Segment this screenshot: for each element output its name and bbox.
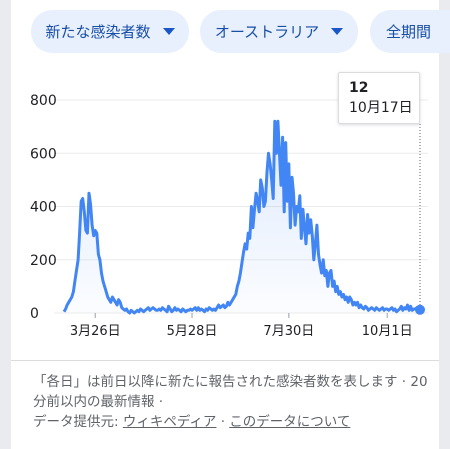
chart-footer: 「各日」は前日以降に新たに報告された感染者数を表します · 20 分前以内の最新… [33,372,428,432]
y-tick-label: 0 [30,306,39,322]
y-tick-label: 400 [30,200,57,216]
x-tick-label: 7月30日 [263,324,314,339]
filter-chips: 新たな感染者数 オーストラリア 全期間 [0,0,450,64]
period-label: 全期間 [386,23,432,41]
tooltip-value: 12 [349,80,369,96]
region-dropdown[interactable]: オーストラリア [200,10,358,53]
series-line [62,119,420,315]
y-tick-label: 200 [30,253,57,269]
metric-label: 新たな感染者数 [45,23,151,41]
footer-description: 「各日」は前日以降に新たに報告された感染者数を表します · 20 分前以内の最新… [33,374,428,410]
about-data-link[interactable]: このデータについて [229,414,351,430]
region-label: オーストラリア [214,23,320,41]
separator: · [216,414,230,430]
x-tick-label: 10月1日 [362,324,413,339]
dropdown-arrow-icon [162,28,175,35]
period-dropdown[interactable]: 全期間 [370,10,450,53]
source-label: データ提供元: [33,414,123,430]
cases-line-chart[interactable]: 800 600 400 200 0 3月26日 5月28日 7月30日 10月1日 [0,60,450,350]
dropdown-arrow-icon [331,28,344,35]
chart-tooltip: 12 10月17日 [338,72,420,124]
series-area [64,121,420,313]
y-axis: 800 600 400 200 0 [30,93,57,322]
x-axis: 3月26日 5月28日 7月30日 10月1日 [70,313,413,339]
x-tick-label: 3月26日 [70,324,121,339]
divider [11,360,439,361]
metric-dropdown[interactable]: 新たな感染者数 [31,10,189,53]
y-tick-label: 800 [30,93,57,109]
hover-point [415,304,425,315]
y-tick-label: 600 [30,146,57,162]
x-tick-label: 5月28日 [167,324,218,339]
wikipedia-link[interactable]: ウィキペディア [122,414,217,430]
tooltip-date: 10月17日 [349,100,413,116]
